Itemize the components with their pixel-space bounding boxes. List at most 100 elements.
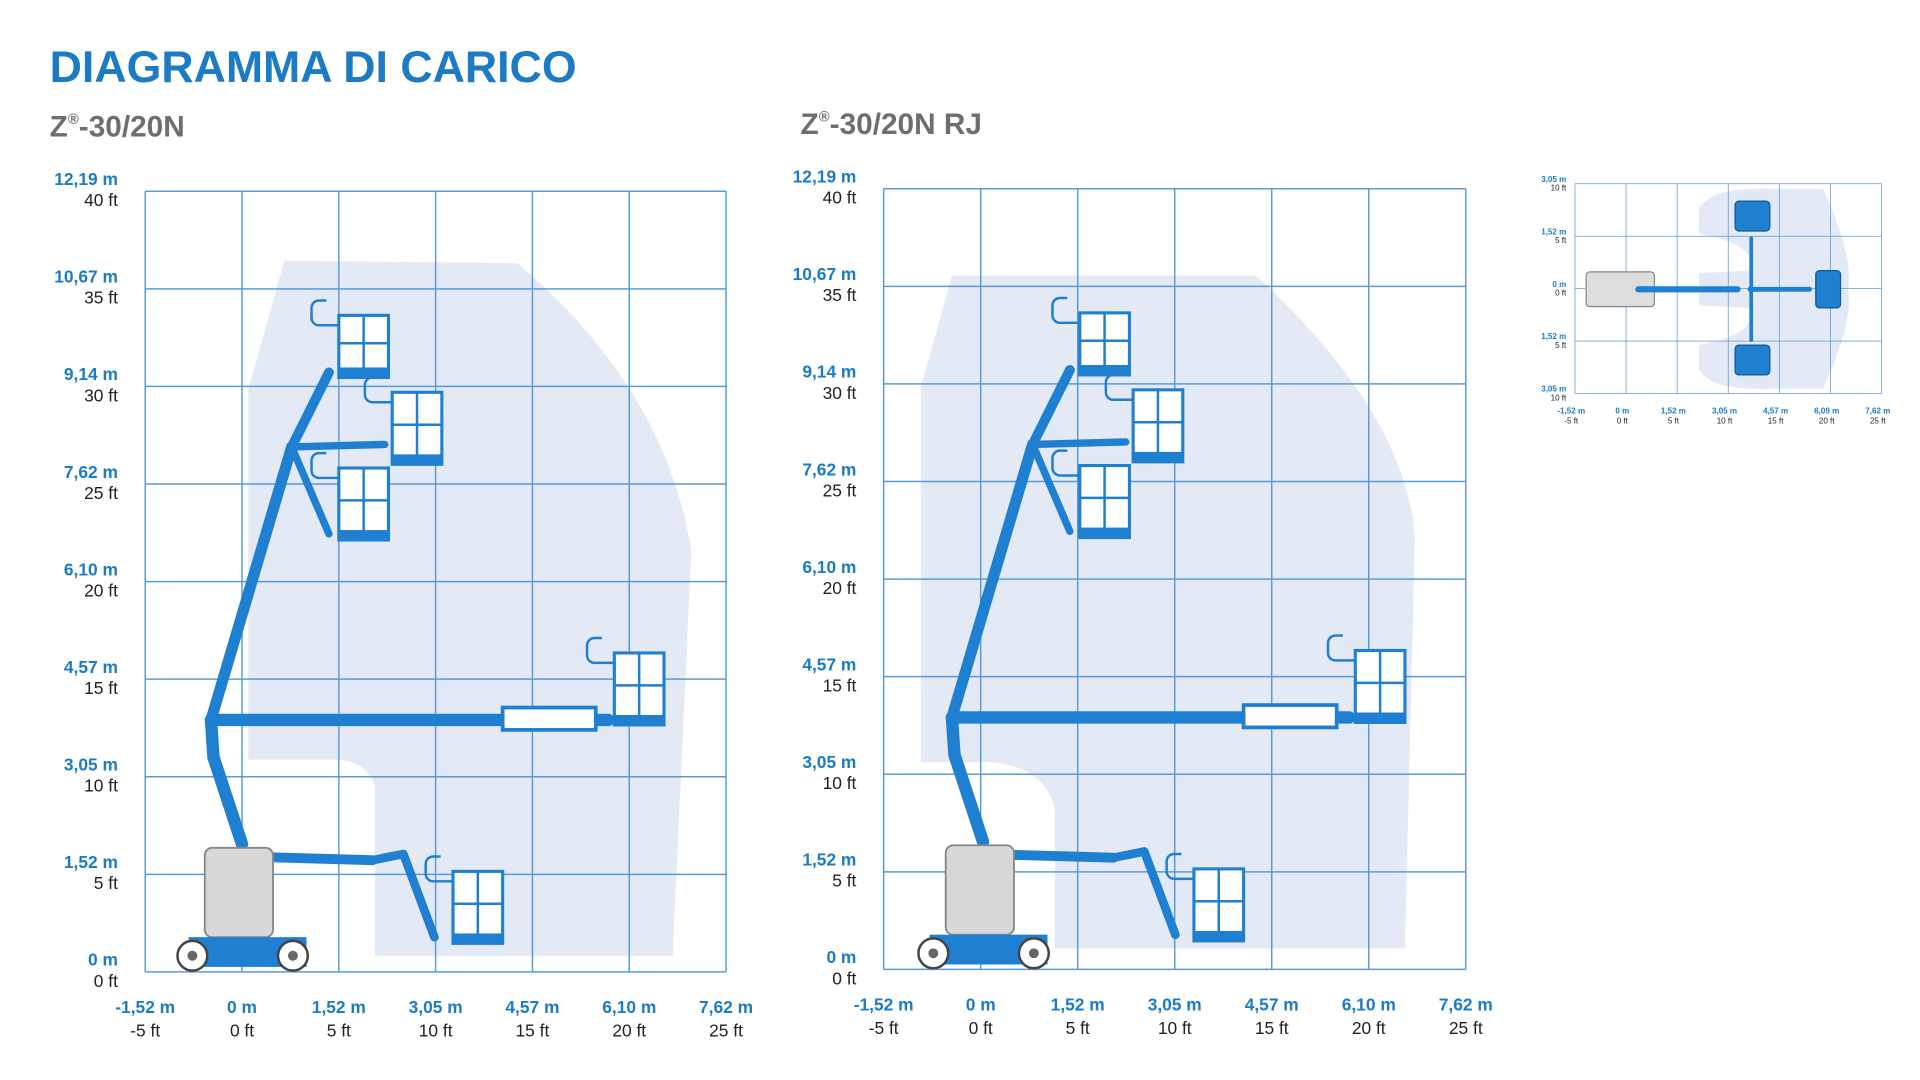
diagram-grid: 12,19 m40 ft 10,67 m35 ft 9,14 m30 ft 7,62 … xyxy=(793,167,1493,1038)
x-label-metric: 4,57 m xyxy=(1245,994,1299,1014)
work-envelope xyxy=(248,260,692,956)
y-label-metric: 0 m xyxy=(826,947,856,967)
basket-floor xyxy=(1079,527,1130,538)
y-label-feet: 5 ft xyxy=(832,871,856,891)
x-label-metric: 1,52 m xyxy=(1051,994,1105,1014)
model-suffix: -30/20N xyxy=(79,111,185,144)
y-label-metric: 3,05 m xyxy=(802,752,856,772)
x-label-metric: 1,52 m xyxy=(1661,406,1686,415)
boom xyxy=(1028,440,1074,536)
y-label-metric: 0 m xyxy=(88,950,118,970)
model-mark: ® xyxy=(68,112,79,128)
x-label-metric: -1,52 m xyxy=(1557,406,1585,415)
basket-floor xyxy=(1193,930,1244,941)
x-label-feet: 5 ft xyxy=(327,1020,351,1040)
basket-floor xyxy=(614,714,664,725)
model-mark: ® xyxy=(819,110,830,126)
x-label-feet: 20 ft xyxy=(1819,416,1835,425)
y-label-feet: 0 ft xyxy=(1555,289,1567,298)
y-label-metric: 10,67 m xyxy=(54,267,118,287)
y-label-metric: 3,05 m xyxy=(1541,385,1566,394)
x-label-metric: 0 m xyxy=(1615,406,1629,415)
model-letter: Z xyxy=(50,111,68,144)
y-label-metric: 1,52 m xyxy=(1541,227,1566,236)
top-basket xyxy=(1734,200,1771,232)
x-label-feet: 20 ft xyxy=(1352,1018,1386,1038)
y-label-metric: 1,52 m xyxy=(802,850,856,870)
x-label-metric: 6,09 m xyxy=(1814,406,1839,415)
y-label-feet: 20 ft xyxy=(823,578,857,598)
model-letter: Z xyxy=(801,108,819,141)
machine-side-view xyxy=(176,299,666,972)
x-label-metric: 7,62 m xyxy=(699,997,753,1017)
basket-control xyxy=(424,855,454,883)
x-label-feet: 15 ft xyxy=(1255,1018,1289,1038)
y-label-metric: 4,57 m xyxy=(64,657,118,677)
y-label-feet: 30 ft xyxy=(84,385,118,405)
wheel-hub xyxy=(1028,948,1039,959)
y-label-feet: 25 ft xyxy=(823,480,857,500)
y-label-feet: 20 ft xyxy=(84,580,118,600)
boom xyxy=(945,711,990,848)
boom xyxy=(287,443,333,538)
y-label-metric: 7,62 m xyxy=(802,459,856,479)
basket-floor xyxy=(1079,365,1130,375)
y-label-metric: 3,05 m xyxy=(1541,175,1566,184)
wheel-hub xyxy=(928,948,939,959)
x-label-feet: 10 ft xyxy=(1717,416,1733,425)
model-suffix: -30/20N RJ xyxy=(830,108,982,141)
basket-floor xyxy=(392,454,442,465)
x-label-feet: 0 ft xyxy=(1617,416,1629,425)
boom xyxy=(1108,847,1180,940)
y-label-metric: 10,67 m xyxy=(793,264,857,284)
y-label-metric: 12,19 m xyxy=(54,169,118,189)
boom xyxy=(1028,438,1130,449)
y-label-metric: 1,52 m xyxy=(1541,332,1566,341)
y-label-metric: 4,57 m xyxy=(802,654,856,674)
basket-control xyxy=(585,636,615,665)
basket-control xyxy=(1051,296,1080,325)
diagram-grid: 12,19 m40 ft 10,67 m35 ft 9,14 m30 ft 7,62 … xyxy=(54,169,753,1040)
y-label-feet: 35 ft xyxy=(84,288,118,308)
boom xyxy=(946,438,1039,724)
machine-side-view xyxy=(917,296,1407,970)
x-label-feet: 10 ft xyxy=(419,1020,453,1040)
basket-control xyxy=(1326,634,1356,662)
y-label-metric: 7,62 m xyxy=(64,462,118,482)
x-label-metric: 6,10 m xyxy=(602,997,656,1017)
x-label-feet: 10 ft xyxy=(1158,1018,1192,1038)
boom xyxy=(204,713,249,851)
boom-section xyxy=(500,705,598,732)
basket-control xyxy=(1104,373,1134,401)
x-label-feet: 25 ft xyxy=(1870,416,1886,425)
x-label-metric: 4,57 m xyxy=(1763,406,1788,415)
y-label-feet: 25 ft xyxy=(84,483,118,503)
y-label-metric: 9,14 m xyxy=(802,362,856,382)
x-label-feet: -5 ft xyxy=(130,1020,160,1040)
y-label-feet: 40 ft xyxy=(823,188,857,208)
y-label-feet: 35 ft xyxy=(823,285,857,305)
machine-top-view xyxy=(1585,200,1842,376)
x-label-metric: 0 m xyxy=(966,994,996,1014)
x-label-metric: 3,05 m xyxy=(1712,406,1737,415)
basket-control xyxy=(1051,449,1080,477)
x-label-metric: 7,62 m xyxy=(1439,994,1493,1014)
basket-floor xyxy=(453,933,503,944)
basket-floor xyxy=(338,367,389,378)
x-label-feet: -5 ft xyxy=(1564,416,1579,425)
basket-floor xyxy=(1355,712,1405,723)
top-basket xyxy=(1734,344,1771,376)
x-label-feet: 0 ft xyxy=(969,1018,993,1038)
wheel-hub xyxy=(187,950,198,961)
boom xyxy=(367,849,439,942)
x-label-feet: -5 ft xyxy=(869,1018,899,1038)
chassis xyxy=(203,846,274,939)
y-label-feet: 30 ft xyxy=(823,383,857,403)
x-label-metric: 7,62 m xyxy=(1865,406,1890,415)
y-label-feet: 5 ft xyxy=(1555,341,1567,350)
x-label-feet: 20 ft xyxy=(612,1020,646,1040)
basket-control xyxy=(310,299,339,327)
x-label-metric: 4,57 m xyxy=(505,997,559,1017)
x-label-feet: 5 ft xyxy=(1066,1018,1090,1038)
wheel-hub xyxy=(287,950,298,961)
